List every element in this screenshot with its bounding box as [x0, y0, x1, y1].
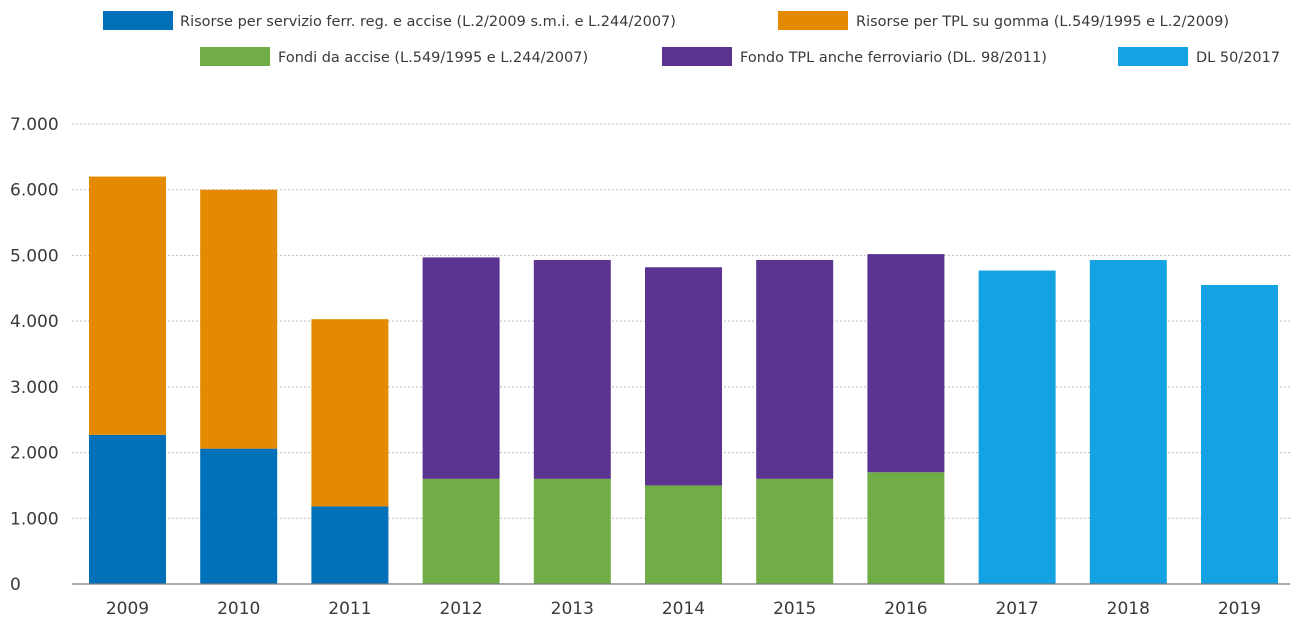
y-tick-label: 3.000 [10, 378, 59, 398]
legend-label: Fondi da accise (L.549/1995 e L.244/2007… [278, 50, 588, 66]
x-tick-label: 2012 [439, 599, 482, 619]
y-tick-label: 7.000 [10, 115, 59, 135]
bar-segment [1089, 260, 1167, 584]
y-tick-label: 1.000 [10, 509, 59, 529]
x-tick-label: 2013 [551, 599, 594, 619]
y-tick-label: 2.000 [10, 444, 59, 464]
bar-segment [867, 472, 945, 584]
legend-swatch [662, 47, 732, 66]
bar-segment [200, 448, 278, 584]
bar-segment [533, 478, 611, 584]
legend-swatch [778, 11, 848, 30]
legend-label: DL 50/2017 [1196, 50, 1280, 66]
chart-bars [89, 176, 1278, 584]
bar-segment [311, 506, 389, 584]
x-tick-label: 2016 [884, 599, 927, 619]
x-axis-ticks: 2009 2010 2011 2012 2013 2014 2015 2016 2017 2018… [106, 599, 1261, 619]
bar-segment [200, 189, 278, 449]
x-tick-label: 2014 [662, 599, 705, 619]
bar-segment [867, 254, 945, 473]
bar-segment [89, 176, 166, 435]
bar-segment [311, 319, 389, 507]
legend-swatch [200, 47, 270, 66]
legend-swatch [103, 11, 173, 30]
chart-legend: Risorse per servizio ferr. reg. e accise… [103, 11, 1280, 66]
y-tick-label: 4.000 [10, 312, 59, 332]
y-tick-label: 5.000 [10, 246, 59, 266]
y-axis-ticks: 0 1.000 2.000 3.000 4.000 5.000 6.000 7.000 [10, 115, 59, 595]
y-tick-label: 6.000 [10, 181, 59, 201]
x-tick-label: 2015 [773, 599, 816, 619]
legend-label: Fondo TPL anche ferroviario (DL. 98/2011… [740, 50, 1047, 66]
legend-label: Risorse per TPL su gomma (L.549/1995 e L… [856, 14, 1229, 30]
bar-segment [422, 478, 500, 584]
x-tick-label: 2017 [995, 599, 1038, 619]
x-tick-label: 2011 [328, 599, 371, 619]
x-tick-label: 2019 [1218, 599, 1261, 619]
x-tick-label: 2009 [106, 599, 149, 619]
x-tick-label: 2018 [1107, 599, 1150, 619]
bar-segment [756, 260, 834, 479]
y-tick-label: 0 [10, 575, 21, 595]
bar-segment [422, 257, 500, 479]
bar-segment [645, 485, 722, 584]
bar-segment [756, 478, 834, 584]
legend-label: Risorse per servizio ferr. reg. e accise… [180, 14, 676, 30]
legend-swatch [1118, 47, 1188, 66]
x-tick-label: 2010 [217, 599, 260, 619]
bar-segment [1201, 285, 1278, 584]
bar-segment [645, 267, 722, 486]
bar-segment [89, 434, 166, 584]
bar-segment [978, 270, 1056, 584]
bar-segment [533, 260, 611, 479]
